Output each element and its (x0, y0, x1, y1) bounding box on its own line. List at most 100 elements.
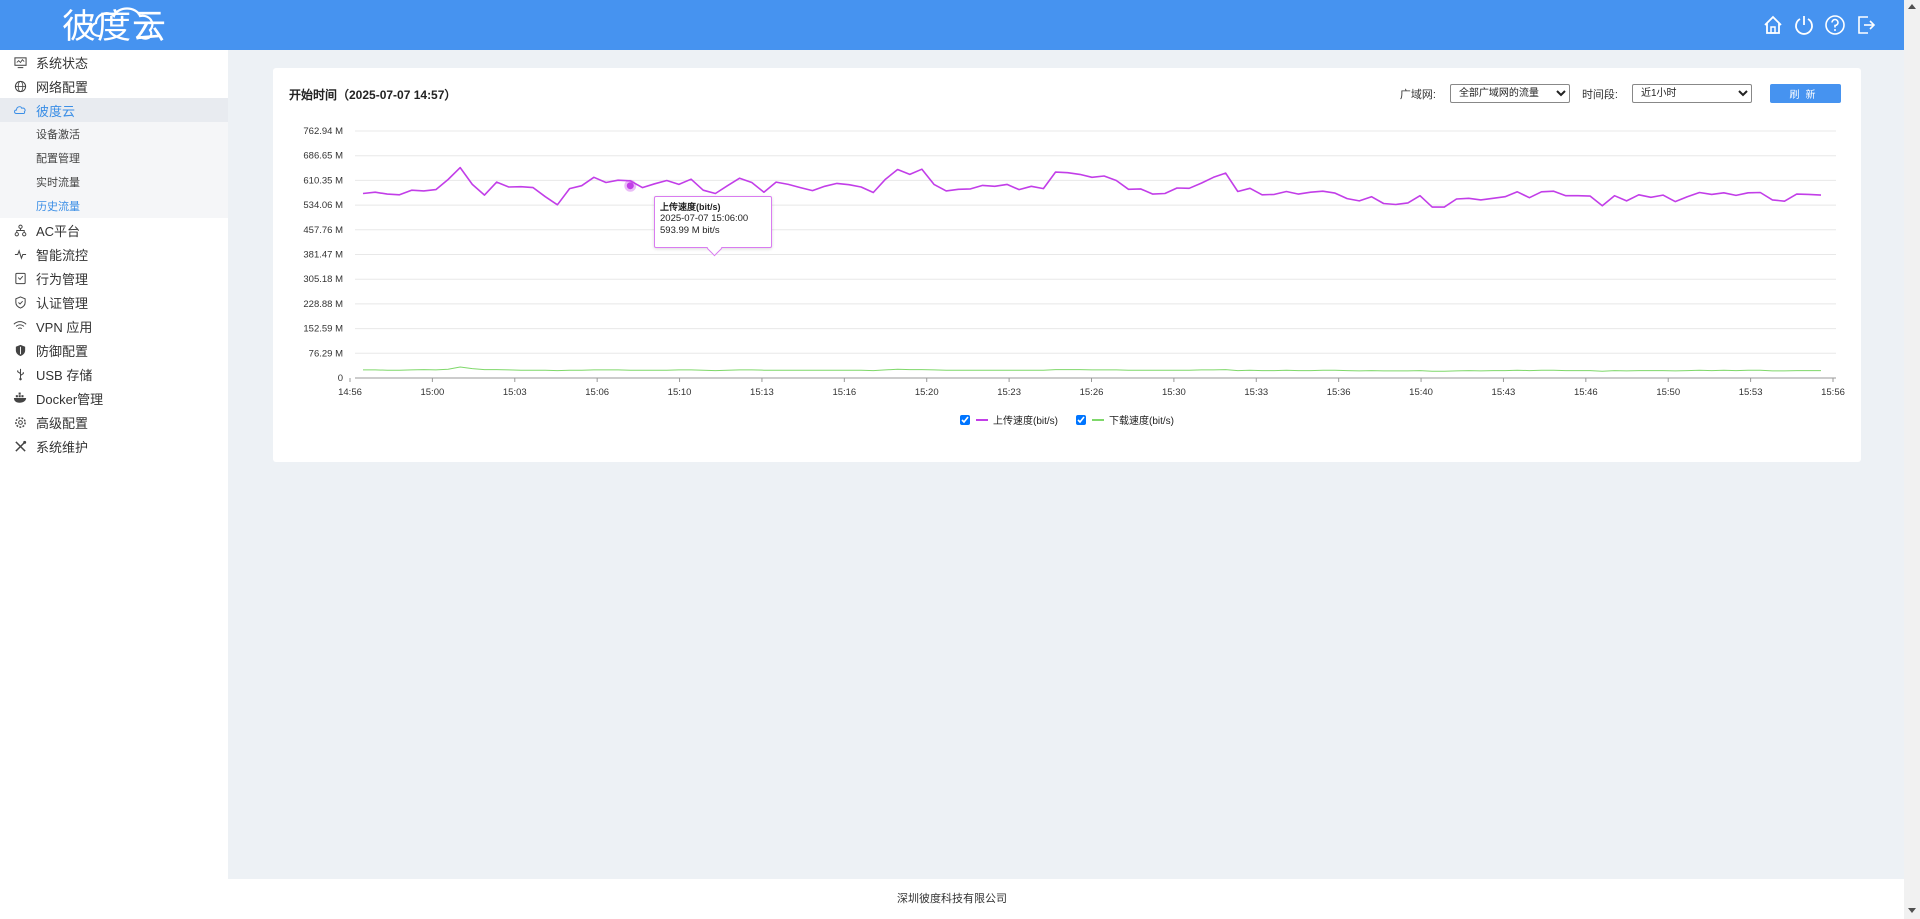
download-series-line (363, 366, 1821, 372)
x-tick-label: 15:40 (1409, 387, 1433, 398)
refresh-button[interactable]: 刷新 (1770, 84, 1841, 103)
footer-company: 深圳彼度科技有限公司 (897, 893, 1007, 905)
header-actions (1761, 12, 1878, 38)
x-tick-label: 15:10 (668, 387, 692, 398)
home-icon[interactable] (1761, 12, 1785, 38)
y-tick-label: 534.06 M (303, 200, 343, 211)
sidebar-item-label: 行为管理 (36, 271, 89, 287)
y-tick-label: 228.88 M (303, 299, 343, 310)
y-tick-label: 0 (338, 373, 343, 384)
x-tick-label: 15:26 (1080, 387, 1104, 398)
x-tick-label: 14:56 (338, 387, 362, 398)
scroll-up-arrow-icon[interactable] (1908, 4, 1916, 9)
sidebar-subitem-config-management[interactable]: 配置管理 (36, 153, 80, 165)
tools-icon (12, 438, 28, 454)
filter-controls: 广域网: 全部广域网的流量 时间段: 近1小时 刷新 (1400, 84, 1841, 103)
y-tick-label: 457.76 M (303, 225, 343, 236)
chart-legend: 上传速度(bit/s) 下载速度(bit/s) (273, 412, 1861, 427)
page-title: 开始时间（2025-07-07 14:57） (289, 88, 457, 102)
scroll-down-arrow-icon[interactable] (1908, 908, 1916, 913)
sidebar-item-label: 彼度云 (36, 103, 76, 119)
top-header: 彼度云 (0, 0, 1904, 50)
help-icon[interactable] (1823, 12, 1847, 38)
usb-icon (12, 366, 28, 382)
x-tick-label: 15:46 (1574, 387, 1598, 398)
sidebar-item-usb-storage[interactable]: USB 存储 (0, 362, 228, 386)
cloud-submenu: 设备激活 配置管理 实时流量 历史流量 (0, 122, 228, 218)
x-tick-label: 15:06 (585, 387, 609, 398)
legend-download[interactable]: 下载速度(bit/s) (1076, 412, 1174, 427)
shield-icon (12, 342, 28, 358)
network-tree-icon (12, 222, 28, 238)
legend-download-label: 下载速度(bit/s) (1109, 416, 1174, 427)
y-tick-label: 686.65 M (303, 151, 343, 162)
sidebar-subitem-realtime-traffic[interactable]: 实时流量 (36, 177, 80, 189)
period-label: 时间段: (1581, 88, 1618, 101)
x-tick-label: 15:56 (1821, 387, 1845, 398)
legend-upload-swatch (976, 418, 988, 421)
sidebar-item-defense-config[interactable]: 防御配置 (0, 338, 228, 362)
sidebar-subitem-history-traffic[interactable]: 历史流量 (36, 201, 80, 213)
history-traffic-card: 开始时间（2025-07-07 14:57） 广域网: 全部广域网的流量 时间段… (273, 68, 1861, 462)
x-tick-label: 15:23 (997, 387, 1021, 398)
legend-upload[interactable]: 上传速度(bit/s) (960, 412, 1058, 427)
x-tick-label: 15:20 (915, 387, 939, 398)
sidebar-item-label: 智能流控 (36, 247, 89, 263)
vertical-scrollbar[interactable] (1904, 0, 1920, 919)
sidebar-item-label: Docker管理 (36, 391, 104, 407)
upload-series-line (362, 166, 1822, 208)
sidebar-item-label: USB 存储 (36, 367, 93, 383)
y-tick-label: 152.59 M (303, 324, 343, 335)
pulse-icon (12, 246, 28, 262)
sidebar-item-docker[interactable]: Docker管理 (0, 386, 228, 410)
sidebar-item-label: 系统状态 (36, 55, 89, 71)
sidebar-item-bidu-cloud[interactable]: 彼度云 (0, 98, 228, 122)
globe-icon (12, 78, 28, 94)
sidebar-subitem-device-activation[interactable]: 设备激活 (36, 129, 80, 141)
logout-icon[interactable] (1854, 12, 1878, 38)
x-tick-label: 15:43 (1492, 387, 1516, 398)
wan-select[interactable]: 全部广域网的流量 (1449, 84, 1570, 103)
legend-upload-checkbox[interactable] (960, 414, 970, 425)
sidebar-item-auth-management[interactable]: 认证管理 (0, 290, 228, 314)
legend-download-checkbox[interactable] (1076, 414, 1086, 425)
y-tick-label: 762.94 M (303, 126, 343, 137)
sidebar-item-smart-flow-control[interactable]: 智能流控 (0, 242, 228, 266)
sidebar-item-label: AC平台 (36, 223, 81, 239)
sidebar-item-label: 防御配置 (36, 343, 89, 359)
sidebar-item-vpn[interactable]: VPN 应用 (0, 314, 228, 338)
legend-download-swatch (1092, 418, 1104, 421)
logo[interactable]: 彼度云 (62, 0, 167, 47)
docker-icon (12, 390, 28, 406)
sidebar-item-system-maintenance[interactable]: 系统维护 (0, 434, 228, 458)
x-tick-label: 15:13 (750, 387, 774, 398)
x-tick-label: 15:36 (1327, 387, 1351, 398)
y-tick-label: 305.18 M (303, 274, 343, 285)
tooltip-value: 593.99 M bit/s (660, 225, 720, 236)
period-select[interactable]: 近1小时 (1632, 84, 1752, 103)
sidebar-item-behavior-management[interactable]: 行为管理 (0, 266, 228, 290)
cloud-icon (12, 102, 28, 118)
behavior-icon (12, 270, 28, 286)
sidebar-item-system-status[interactable]: 系统状态 (0, 50, 228, 74)
wan-label: 广域网: (1399, 88, 1436, 101)
sidebar-item-label: 系统维护 (36, 439, 89, 455)
logo-text: 彼度云 (62, 6, 167, 47)
footer: 深圳彼度科技有限公司 (0, 879, 1904, 919)
tooltip-time: 2025-07-07 15:06:00 (660, 213, 749, 224)
sidebar-item-ac-platform[interactable]: AC平台 (0, 218, 228, 242)
sidebar-item-label: 网络配置 (36, 79, 89, 95)
x-tick-label: 15:03 (503, 387, 527, 398)
power-icon[interactable] (1792, 12, 1816, 38)
traffic-line-chart[interactable]: 0 76.29 M 152.59 M 228.88 M 305.18 M 381.47 M… (273, 68, 1861, 408)
sidebar-item-network-config[interactable]: 网络配置 (0, 74, 228, 98)
vpn-icon (12, 318, 28, 334)
sidebar: 系统状态 网络配置 彼度云 设备激活 配置管理 实时流量 历史流量 AC平台 智… (0, 50, 228, 879)
logo-cloud-graphic (90, 7, 154, 40)
chart-tooltip: 上传速度(bit/s) 2025-07-07 15:06:00 593.99 M… (654, 196, 772, 248)
legend-upload-label: 上传速度(bit/s) (993, 416, 1058, 427)
x-tick-label: 15:33 (1244, 387, 1268, 398)
sidebar-item-advanced-config[interactable]: 高级配置 (0, 410, 228, 434)
sidebar-item-label: VPN 应用 (36, 319, 93, 335)
sidebar-item-label: 认证管理 (36, 295, 89, 311)
